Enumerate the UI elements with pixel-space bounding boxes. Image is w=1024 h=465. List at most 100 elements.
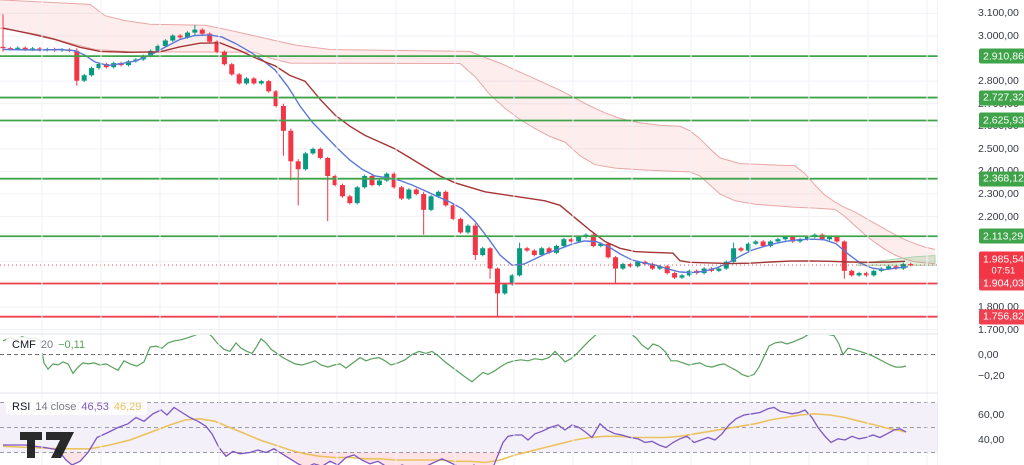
candle-body (598, 243, 604, 246)
candle-body (125, 61, 131, 66)
candle-body (170, 35, 176, 41)
candle-body (22, 47, 28, 50)
candle-body (590, 234, 596, 246)
candle-body (325, 157, 331, 176)
candle-body (177, 35, 183, 38)
last-price-label: 1.985,54 07:51 (979, 251, 1024, 279)
candle-body (207, 33, 213, 42)
candle-body (782, 236, 788, 240)
candle-body (576, 236, 582, 242)
candle-body (89, 68, 95, 76)
candle-body (162, 40, 168, 46)
candle-body (863, 273, 869, 276)
cmf-line (2, 335, 907, 383)
candle-body (0, 46, 6, 49)
rsi-indicator-legend: RSI 14 close 46,53 46,29 (6, 399, 148, 415)
candle-body (561, 239, 567, 246)
candle-body (480, 248, 486, 256)
candle-body (332, 175, 338, 186)
candle-body (539, 248, 545, 256)
price-axis-label: 2.500,00 (978, 142, 1019, 155)
tradingview-logo-shape (20, 432, 42, 458)
cmf-value: −0,11 (58, 339, 86, 351)
candle-body (731, 248, 737, 262)
candle-body (406, 189, 412, 199)
candle-body (908, 264, 914, 266)
price-axis-label: 1.700,00 (978, 323, 1019, 336)
candle-body (804, 236, 810, 240)
candle-body (7, 48, 13, 50)
candle-body (672, 273, 678, 278)
candle-body (391, 173, 397, 188)
candle-body (775, 239, 781, 242)
tenkan-line (2, 34, 909, 274)
candle-body (745, 243, 751, 251)
rsi-line (3, 406, 907, 465)
kijun-line (2, 27, 906, 265)
candle-body (74, 50, 80, 81)
candle-body (280, 105, 286, 131)
cmf-title: CMF (12, 339, 36, 351)
candle-body (303, 153, 309, 170)
price-axis[interactable]: 3.100,003.000,002.800,002.700,002.600,00… (938, 0, 1024, 465)
ichimoku-cloud-bullish-future (857, 254, 936, 266)
candle-body (310, 148, 316, 154)
rsi-param: 14 close (35, 401, 77, 413)
candle-body (679, 275, 685, 278)
candle-body (37, 48, 43, 50)
candle-body (834, 236, 840, 242)
candle-body (790, 236, 796, 242)
rsi-title: RSI (12, 401, 31, 413)
candle-body (376, 180, 382, 186)
candle-body (258, 81, 264, 84)
candle-body (517, 248, 523, 276)
candle-body (768, 241, 774, 246)
price-axis-label: 3.000,00 (978, 30, 1019, 42)
candle-body (339, 185, 345, 197)
candle-body (317, 148, 323, 158)
candle-body (96, 63, 102, 69)
candle-body (472, 225, 478, 256)
candle-body (236, 74, 242, 84)
candle-body (413, 189, 419, 195)
candle-body (627, 264, 633, 267)
candle-body (428, 196, 434, 210)
candle-body (214, 41, 220, 52)
candle-body (229, 64, 235, 75)
candle-body (354, 187, 360, 204)
candle-body (199, 29, 205, 34)
level-price-label: 2.910,86 (979, 48, 1024, 64)
candle-body (827, 236, 833, 240)
candle-body (369, 175, 375, 186)
candle-body (723, 261, 729, 269)
candle-body (664, 266, 670, 274)
level-price-label: 2.727,32 (979, 90, 1024, 106)
candle-body (362, 175, 368, 188)
candle-body (760, 241, 766, 246)
tradingview-logo-icon[interactable] (16, 428, 78, 462)
candle-body (502, 284, 508, 294)
senkou-a-line (0, 0, 936, 250)
candle-body (155, 45, 161, 51)
candle-body (753, 241, 759, 244)
candle-body (30, 48, 36, 50)
candle-body (435, 191, 441, 197)
candle-body (465, 225, 471, 233)
candle-body (266, 81, 272, 92)
candle-body (487, 248, 493, 269)
candle-body (635, 261, 641, 267)
main-price-pane[interactable] (0, 0, 978, 331)
candle-body (657, 266, 663, 269)
level-price-label: 2.625,93 (979, 112, 1024, 128)
candle-body (450, 205, 456, 219)
candle-body (856, 273, 862, 276)
candle-body (900, 264, 906, 269)
candle-body (738, 248, 744, 251)
candle-body (716, 268, 722, 271)
cmf-pane[interactable] (0, 328, 958, 383)
candle-body (886, 266, 892, 269)
price-axis-label: 3.100,00 (978, 7, 1019, 20)
price-axis-label: 2.800,00 (978, 75, 1019, 88)
